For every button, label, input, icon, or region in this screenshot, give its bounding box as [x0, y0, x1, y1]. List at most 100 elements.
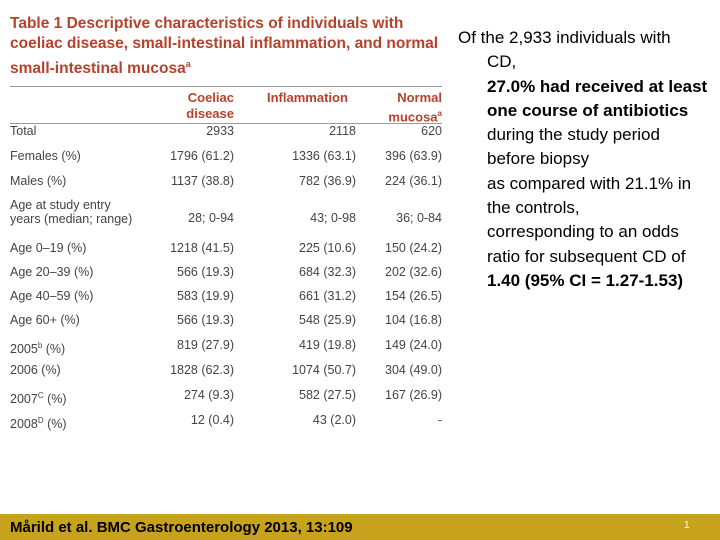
cell-normal: 224 (36.1) [385, 174, 442, 188]
table-row: Age 40–59 (%) 583 (19.9) 661 (31.2) 154 … [10, 289, 442, 311]
summary-line: during the study period [487, 125, 660, 145]
summary-line: as compared with 21.1% in [487, 173, 692, 193]
footer-bar: Mårild et al. BMC Gastroenterology 2013,… [0, 514, 720, 540]
row-label: Age 20–39 (%) [10, 265, 94, 279]
row-label: Males (%) [10, 174, 67, 188]
cell-inflammation: 43; 0-98 [310, 211, 356, 225]
cell-coeliac: 1796 (61.2) [170, 149, 234, 163]
cell-inflammation: 548 (25.9) [299, 313, 356, 327]
column-header-normal: Normal mucosaa [388, 90, 442, 125]
row-label: 2007C (%) [10, 388, 67, 407]
table-row: Age 0–19 (%) 1218 (41.5) 225 (10.6) 150 … [10, 241, 442, 263]
summary-line: before biopsy [487, 149, 590, 169]
row-label-tail: (%) [42, 342, 66, 357]
cell-coeliac: 566 (19.3) [177, 265, 234, 279]
cell-coeliac: 2933 [206, 124, 234, 138]
header-top-rule [10, 86, 442, 87]
row-label-sup: b [37, 341, 43, 350]
row-label: Age 40–59 (%) [10, 289, 94, 303]
cell-normal: 150 (24.2) [385, 241, 442, 255]
summary-line: Of the 2,933 individuals with [458, 28, 671, 47]
header-bottom-rule [10, 123, 442, 124]
cell-inflammation: 782 (36.9) [299, 174, 356, 188]
row-label-tail: (%) [43, 417, 67, 432]
cell-inflammation: 225 (10.6) [299, 241, 356, 255]
cell-inflammation: 1074 (50.7) [292, 363, 356, 377]
cell-inflammation: 2118 [329, 124, 356, 138]
row-label-text: 2008 [10, 417, 38, 432]
row-label: Total [10, 124, 37, 138]
row-label-text: 2007 [10, 392, 38, 407]
row-label: 2008D (%) [10, 413, 67, 432]
table-row: Age at study entry years (median; range)… [10, 198, 442, 234]
row-label-text: 2005 [10, 342, 38, 357]
table-row: Females (%) 1796 (61.2) 1336 (63.1) 396 … [10, 149, 442, 171]
table-row: 2005b (%) 819 (27.9) 419 (19.8) 149 (24.… [10, 338, 442, 360]
cell-coeliac: 1828 (62.3) [170, 363, 234, 377]
table-title-text: Descriptive characteristics of individua… [10, 15, 439, 78]
cell-inflammation: 43 (2.0) [312, 413, 356, 427]
summary-line: CD, [487, 52, 517, 72]
cell-normal: 304 (49.0) [385, 363, 442, 377]
table-row: Males (%) 1137 (38.8) 782 (36.9) 224 (36… [10, 174, 442, 196]
row-label: 2005b (%) [10, 338, 65, 357]
cell-coeliac: 583 (19.9) [177, 289, 234, 303]
table-image: Table 1 Descriptive characteristics of i… [8, 10, 448, 450]
row-label-line1: Age at study entry [10, 198, 111, 212]
table-row: Age 20–39 (%) 566 (19.3) 684 (32.3) 202 … [10, 265, 442, 287]
column-header-inflammation-text: Inflammation [267, 90, 348, 105]
row-label: Age at study entry years (median; range) [10, 198, 132, 226]
row-label-sup: D [37, 416, 44, 425]
summary-text: Of the 2,933 individuals with CD, 27.0% … [458, 26, 713, 293]
cell-normal: 104 (16.8) [385, 313, 442, 327]
cell-inflammation: 684 (32.3) [299, 265, 356, 279]
row-label: 2006 (%) [10, 363, 61, 377]
table-row: 2006 (%) 1828 (62.3) 1074 (50.7) 304 (49… [10, 363, 442, 385]
cell-normal: 396 (63.9) [385, 149, 442, 163]
cell-inflammation: 661 (31.2) [299, 289, 356, 303]
table-row: 2008D (%) 12 (0.4) 43 (2.0) - [10, 413, 442, 435]
table-title-sup: a [185, 59, 191, 69]
row-label: Females (%) [10, 149, 81, 163]
column-header-normal-line2: mucosa [388, 109, 438, 125]
row-label: Age 60+ (%) [10, 313, 80, 327]
summary-line: one course of antibiotics [487, 100, 689, 120]
column-header-normal-line1: Normal [397, 90, 442, 105]
table-title: Table 1 Descriptive characteristics of i… [10, 14, 440, 79]
row-label-sup: C [37, 391, 44, 400]
summary-line: 27.0% had received at least [487, 76, 708, 96]
cell-inflammation: 419 (19.8) [299, 338, 356, 352]
cell-normal: 149 (24.0) [385, 338, 442, 352]
row-label: Age 0–19 (%) [10, 241, 87, 255]
cell-normal: 202 (32.6) [385, 265, 442, 279]
cell-coeliac: 274 (9.3) [183, 388, 234, 402]
cell-normal: - [437, 413, 442, 427]
column-header-coeliac: Coeliac disease [186, 90, 234, 122]
cell-coeliac: 12 (0.4) [190, 413, 234, 427]
summary-line: ratio for subsequent CD of [487, 246, 686, 266]
column-header-coeliac-line2: disease [186, 106, 234, 121]
column-header-normal-sup: a [437, 109, 442, 118]
cell-coeliac: 819 (27.9) [177, 338, 234, 352]
cell-coeliac: 1218 (41.5) [170, 241, 234, 255]
summary-line: the controls, [487, 198, 580, 218]
table-row: 2007C (%) 274 (9.3) 582 (27.5) 167 (26.9… [10, 388, 442, 410]
citation-text: Mårild et al. BMC Gastroenterology 2013,… [10, 519, 353, 536]
table-title-lead: Table 1 [10, 15, 63, 32]
page-number: 1 [684, 520, 690, 531]
cell-normal: 620 [421, 124, 442, 138]
column-header-inflammation: Inflammation [267, 90, 348, 106]
table-row: Age 60+ (%) 566 (19.3) 548 (25.9) 104 (1… [10, 313, 442, 335]
cell-inflammation: 582 (27.5) [299, 388, 356, 402]
cell-coeliac: 28; 0-94 [188, 211, 234, 225]
summary-line: 1.40 (95% CI = 1.27-1.53) [487, 270, 684, 290]
cell-coeliac: 566 (19.3) [177, 313, 234, 327]
cell-inflammation: 1336 (63.1) [292, 149, 356, 163]
summary-line: corresponding to an odds [487, 222, 679, 242]
column-header-coeliac-line1: Coeliac [187, 90, 234, 105]
row-label-line2: years (median; range) [10, 212, 133, 226]
table-row: Total 2933 2118 620 [10, 124, 442, 146]
cell-normal: 36; 0-84 [396, 211, 442, 225]
cell-coeliac: 1137 (38.8) [170, 174, 234, 188]
cell-normal: 154 (26.5) [385, 289, 442, 303]
